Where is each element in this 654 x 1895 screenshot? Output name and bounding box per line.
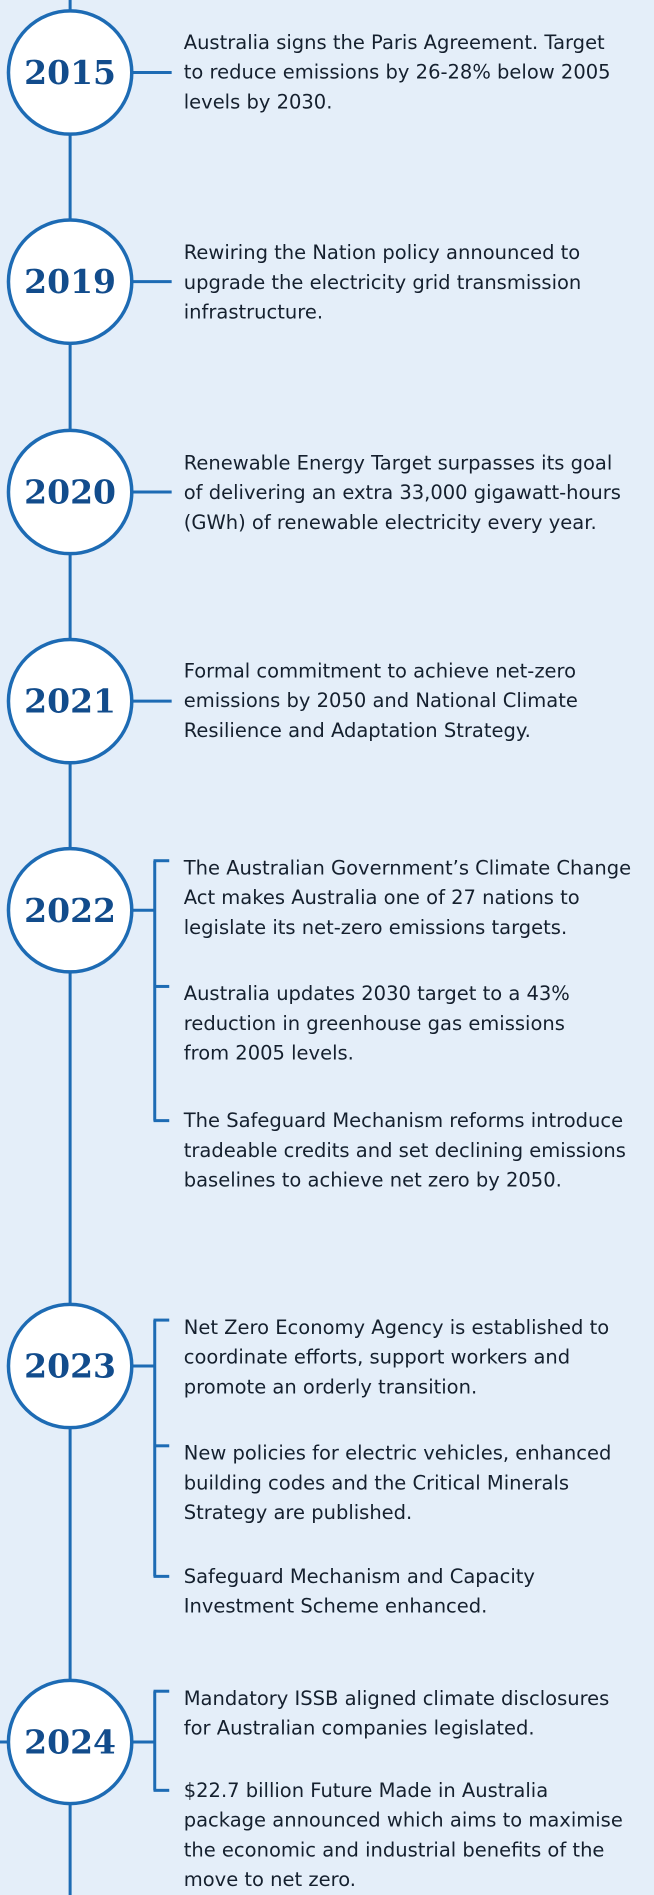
event-text: Safeguard Mechanism and Capacity — [184, 1565, 535, 1588]
event-text: Net Zero Economy Agency is established t… — [184, 1316, 609, 1339]
event-text: tradeable credits and set declining emis… — [184, 1139, 626, 1162]
year: 2021 — [24, 682, 116, 721]
year: 2019 — [24, 262, 116, 301]
event-text: Australia updates 2030 target to a 43% — [184, 982, 570, 1005]
year-circle — [6, 846, 134, 974]
year-circle — [6, 1302, 134, 1430]
year: 2022 — [24, 891, 116, 930]
event-text: Renewable Energy Target surpasses its go… — [184, 451, 613, 474]
event-text: Strategy are published. — [184, 1501, 413, 1524]
event-text: New policies for electric vehicles, enha… — [184, 1442, 612, 1465]
event-text: The Australian Government’s Climate Chan… — [183, 856, 631, 879]
event-text: Rewiring the Nation policy announced to — [184, 241, 580, 264]
event-text: from 2005 levels. — [184, 1042, 354, 1065]
event-text: (GWh) of renewable electricity every yea… — [184, 511, 597, 534]
event-text: Mandatory ISSB aligned climate disclosur… — [184, 1687, 610, 1710]
event-text: promote an orderly transition. — [184, 1375, 477, 1398]
event-text: Act makes Australia one of 27 nations to — [184, 886, 580, 909]
year: 2015 — [24, 53, 116, 92]
event-text: levels by 2030. — [184, 90, 333, 113]
year-circle — [6, 218, 134, 346]
event-text: Investment Scheme enhanced. — [184, 1595, 488, 1618]
event-text: for Australian companies legislated. — [184, 1717, 535, 1740]
event-text: infrastructure. — [184, 301, 323, 324]
year: 2023 — [24, 1347, 116, 1386]
year: 2020 — [24, 473, 116, 512]
event-text: baselines to achieve net zero by 2050. — [184, 1169, 562, 1192]
year-circle — [6, 637, 134, 765]
year-circle — [6, 9, 134, 136]
year: 2024 — [24, 1722, 116, 1761]
event-text: to reduce emissions by 26-28% below 2005 — [184, 61, 611, 84]
event-text: upgrade the electricity grid transmissio… — [184, 271, 582, 294]
event-text: move to net zero. — [184, 1868, 356, 1891]
event-text: $22.7 billion Future Made in Australia — [184, 1779, 548, 1802]
event-text: emissions by 2050 and National Climate — [184, 689, 578, 712]
event-text: coordinate efforts, support workers and — [184, 1346, 570, 1369]
event-text: reduction in greenhouse gas emissions — [184, 1012, 565, 1035]
year-circle — [6, 428, 134, 556]
event-text: The Safeguard Mechanism reforms introduc… — [183, 1109, 623, 1132]
event-text: package announced which aims to maximise — [184, 1809, 623, 1832]
event-text: building codes and the Critical Minerals — [184, 1471, 569, 1494]
event-text: of delivering an extra 33,000 gigawatt-h… — [184, 481, 621, 504]
year-circle — [6, 1678, 134, 1806]
event-text: legislate its net-zero emissions targets… — [184, 916, 567, 939]
event-text: Australia signs the Paris Agreement. Tar… — [184, 31, 605, 54]
event-text: Resilience and Adaptation Strategy. — [184, 719, 531, 742]
event-text: the economic and industrial benefits of … — [184, 1838, 605, 1861]
event-text: Formal commitment to achieve net-zero — [184, 659, 576, 682]
